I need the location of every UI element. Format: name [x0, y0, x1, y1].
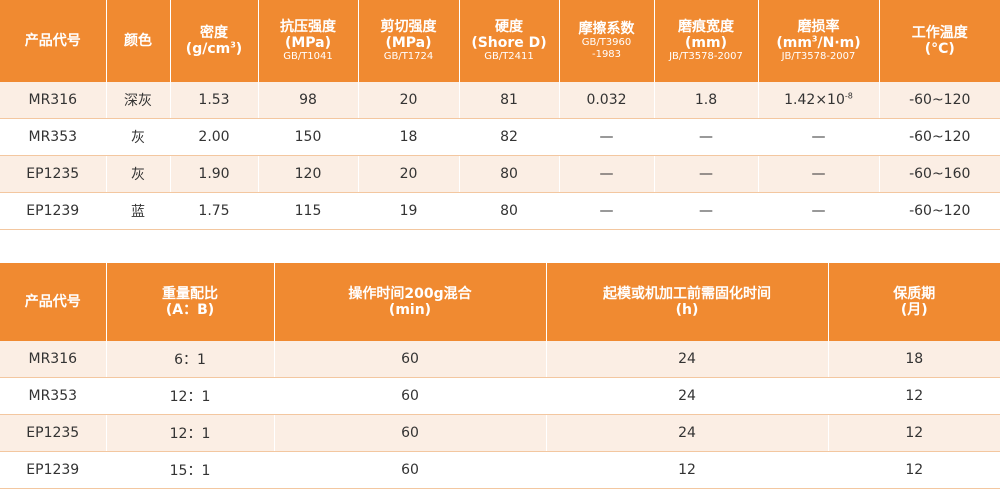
cell-product-code: EP1235	[0, 414, 107, 452]
table-row: MR316 6：1 60 24 18	[0, 341, 1000, 378]
cell-wear-rate: —	[757, 155, 880, 193]
table-row: EP1239 15：1 60 12 12	[0, 451, 1000, 489]
cell-friction-coefficient: 0.032	[558, 82, 655, 119]
header-weight-ratio: 重量配比 (A：B)	[105, 263, 275, 341]
cell-cure-time: 24	[545, 377, 829, 415]
cell-product-code: MR353	[0, 377, 107, 415]
header-density: 密度 (g/cm3)	[169, 0, 259, 82]
properties-header-row: 产品代号 颜色 密度 (g/cm3) 抗压强度 (MPa) GB/T1041 剪…	[0, 0, 1000, 82]
cell-hardness: 80	[458, 155, 560, 193]
cell-compressive-strength: 115	[257, 192, 359, 230]
table-row: EP1235 12：1 60 24 12	[0, 414, 1000, 452]
cell-working-time: 60	[273, 414, 547, 452]
cell-working-temperature: -60~120	[878, 192, 1000, 230]
cell-friction-coefficient: —	[558, 118, 655, 156]
table-row: MR316 深灰 1.53 98 20 81 0.032 1.8 1.42×10…	[0, 82, 1000, 119]
cell-product-code: EP1239	[0, 192, 107, 230]
cell-product-code: MR316	[0, 82, 107, 119]
cell-weight-ratio: 15：1	[105, 451, 275, 489]
cell-shelf-life: 18	[827, 341, 1000, 378]
cell-product-code: EP1235	[0, 155, 107, 193]
cell-wear-rate: —	[757, 192, 880, 230]
cell-working-time: 60	[273, 451, 547, 489]
properties-table: 产品代号 颜色 密度 (g/cm3) 抗压强度 (MPa) GB/T1041 剪…	[0, 0, 1000, 230]
header-working-temperature: 工作温度 (°C)	[878, 0, 1000, 82]
cell-cure-time: 12	[545, 451, 829, 489]
curing-table: 产品代号 重量配比 (A：B) 操作时间200g混合 (min) 起模或机加工前…	[0, 263, 1000, 489]
header-product-code: 产品代号	[0, 263, 107, 341]
header-shear-strength: 剪切强度 (MPa) GB/T1724	[357, 0, 460, 82]
cell-wear-rate: —	[757, 118, 880, 156]
cell-density: 2.00	[169, 118, 259, 156]
cell-density: 1.75	[169, 192, 259, 230]
cell-hardness: 82	[458, 118, 560, 156]
cell-product-code: MR353	[0, 118, 107, 156]
cell-cure-time: 24	[545, 414, 829, 452]
header-working-time: 操作时间200g混合 (min)	[273, 263, 547, 341]
cell-wear-width: 1.8	[653, 82, 759, 119]
cell-density: 1.53	[169, 82, 259, 119]
cell-working-time: 60	[273, 341, 547, 378]
cell-friction-coefficient: —	[558, 155, 655, 193]
cell-working-temperature: -60~120	[878, 82, 1000, 119]
cell-density: 1.90	[169, 155, 259, 193]
cell-weight-ratio: 12：1	[105, 377, 275, 415]
cell-wear-width: —	[653, 192, 759, 230]
curing-header-row: 产品代号 重量配比 (A：B) 操作时间200g混合 (min) 起模或机加工前…	[0, 263, 1000, 341]
cell-working-time: 60	[273, 377, 547, 415]
cell-shear-strength: 19	[357, 192, 460, 230]
cell-compressive-strength: 120	[257, 155, 359, 193]
cell-shear-strength: 18	[357, 118, 460, 156]
cell-shear-strength: 20	[357, 155, 460, 193]
cell-shelf-life: 12	[827, 414, 1000, 452]
table-row: MR353 12：1 60 24 12	[0, 377, 1000, 415]
header-product-code: 产品代号	[0, 0, 107, 82]
cell-hardness: 80	[458, 192, 560, 230]
cell-compressive-strength: 98	[257, 82, 359, 119]
cell-shelf-life: 12	[827, 451, 1000, 489]
header-color: 颜色	[105, 0, 171, 82]
cell-color: 蓝	[105, 192, 171, 230]
cell-working-temperature: -60~160	[878, 155, 1000, 193]
header-friction-coefficient: 摩擦系数 GB/T3960 -1983	[558, 0, 655, 82]
cell-color: 灰	[105, 155, 171, 193]
table-row: EP1235 灰 1.90 120 20 80 — — — -60~160	[0, 155, 1000, 193]
header-compressive-strength: 抗压强度 (MPa) GB/T1041	[257, 0, 359, 82]
cell-weight-ratio: 12：1	[105, 414, 275, 452]
cell-color: 灰	[105, 118, 171, 156]
header-wear-rate: 磨损率 (mm3/N·m) JB/T3578-2007	[757, 0, 880, 82]
cell-wear-rate: 1.42×10-8	[757, 82, 880, 119]
cell-wear-width: —	[653, 155, 759, 193]
cell-working-temperature: -60~120	[878, 118, 1000, 156]
cell-hardness: 81	[458, 82, 560, 119]
cell-compressive-strength: 150	[257, 118, 359, 156]
table-row: EP1239 蓝 1.75 115 19 80 — — — -60~120	[0, 192, 1000, 230]
cell-shelf-life: 12	[827, 377, 1000, 415]
header-shelf-life: 保质期 (月)	[827, 263, 1000, 341]
header-hardness: 硬度 (Shore D) GB/T2411	[458, 0, 560, 82]
cell-product-code: MR316	[0, 341, 107, 378]
header-wear-width: 磨痕宽度 (mm) JB/T3578-2007	[653, 0, 759, 82]
cell-product-code: EP1239	[0, 451, 107, 489]
cell-cure-time: 24	[545, 341, 829, 378]
cell-color: 深灰	[105, 82, 171, 119]
header-cure-time: 起模或机加工前需固化时间 (h)	[545, 263, 829, 341]
cell-weight-ratio: 6：1	[105, 341, 275, 378]
cell-friction-coefficient: —	[558, 192, 655, 230]
cell-shear-strength: 20	[357, 82, 460, 119]
cell-wear-width: —	[653, 118, 759, 156]
table-row: MR353 灰 2.00 150 18 82 — — — -60~120	[0, 118, 1000, 156]
